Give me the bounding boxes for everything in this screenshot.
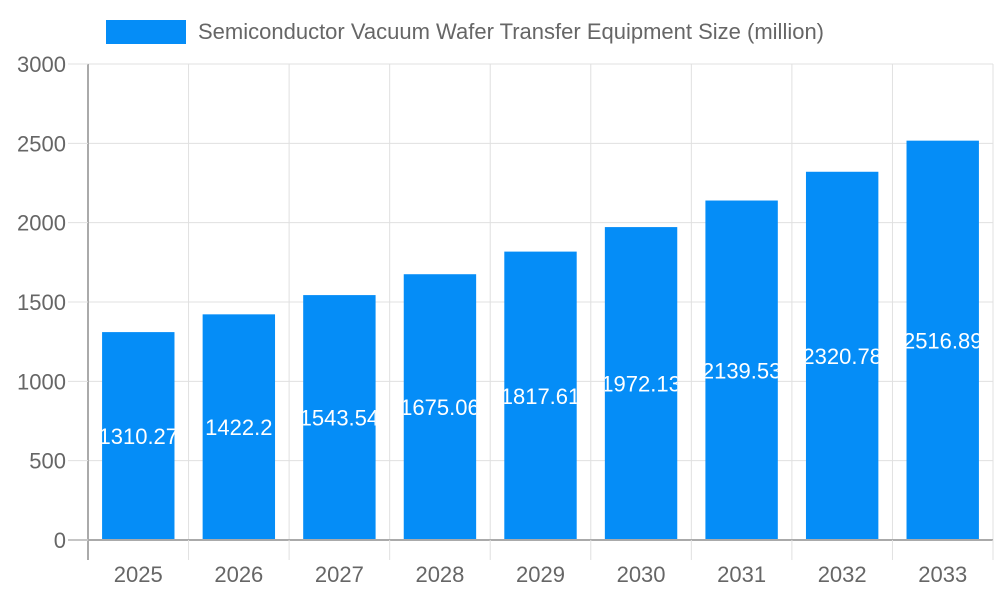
- x-tick-label: 2030: [617, 562, 666, 587]
- bar-2031[interactable]: [705, 200, 778, 541]
- bar-2026[interactable]: [202, 314, 276, 540]
- bar-value-label: 1310.27: [99, 424, 179, 449]
- y-tick-label: 500: [29, 449, 66, 474]
- y-tick-label: 3000: [17, 52, 66, 77]
- bar-2029[interactable]: [504, 251, 577, 540]
- legend-swatch: [106, 20, 186, 44]
- bar-value-label: 1675.06: [400, 395, 480, 420]
- bar-value-label: 1422.2: [205, 415, 272, 440]
- x-tick-label: 2025: [114, 562, 163, 587]
- bar-value-label: 2516.89: [903, 328, 983, 353]
- x-tick-label: 2026: [214, 562, 263, 587]
- chart-legend[interactable]: Semiconductor Vacuum Wafer Transfer Equi…: [106, 18, 824, 46]
- legend-label: Semiconductor Vacuum Wafer Transfer Equi…: [198, 19, 825, 44]
- x-tick-label: 2032: [818, 562, 867, 587]
- x-tick-label: 2028: [415, 562, 464, 587]
- bar-2027[interactable]: [303, 295, 376, 540]
- y-tick-label: 1000: [17, 369, 66, 394]
- bar-2033[interactable]: [906, 140, 979, 541]
- x-tick-label: 2033: [918, 562, 967, 587]
- axes: [68, 64, 993, 560]
- bar-value-label: 1543.54: [300, 406, 380, 431]
- x-axis-ticks: 2025 2026 2027 2028 2029 2030 2031 2032 2033: [114, 540, 994, 587]
- bar-value-label: 2320.78: [802, 344, 882, 369]
- bar-value-label: 2139.53: [702, 358, 782, 383]
- bar-2028[interactable]: [403, 274, 477, 540]
- x-tick-label: 2029: [516, 562, 565, 587]
- y-tick-label: 0: [54, 528, 66, 553]
- bar-2025[interactable]: [102, 332, 175, 540]
- x-tick-label: 2031: [717, 562, 766, 587]
- bar-2030[interactable]: [604, 227, 678, 541]
- y-tick-label: 1500: [17, 290, 66, 315]
- y-tick-label: 2000: [17, 211, 66, 236]
- y-axis-ticks: 0 500 1000 1500 2000 2500 3000: [17, 52, 88, 553]
- bars: 1310.27 1422.2 1543.54 1675.06 1817.61 1972.1…: [99, 140, 983, 541]
- bar-2032[interactable]: [805, 171, 879, 540]
- x-tick-label: 2027: [315, 562, 364, 587]
- y-tick-label: 2500: [17, 131, 66, 156]
- bar-value-label: 1972.13: [601, 372, 681, 397]
- bar-value-label: 1817.61: [501, 384, 581, 409]
